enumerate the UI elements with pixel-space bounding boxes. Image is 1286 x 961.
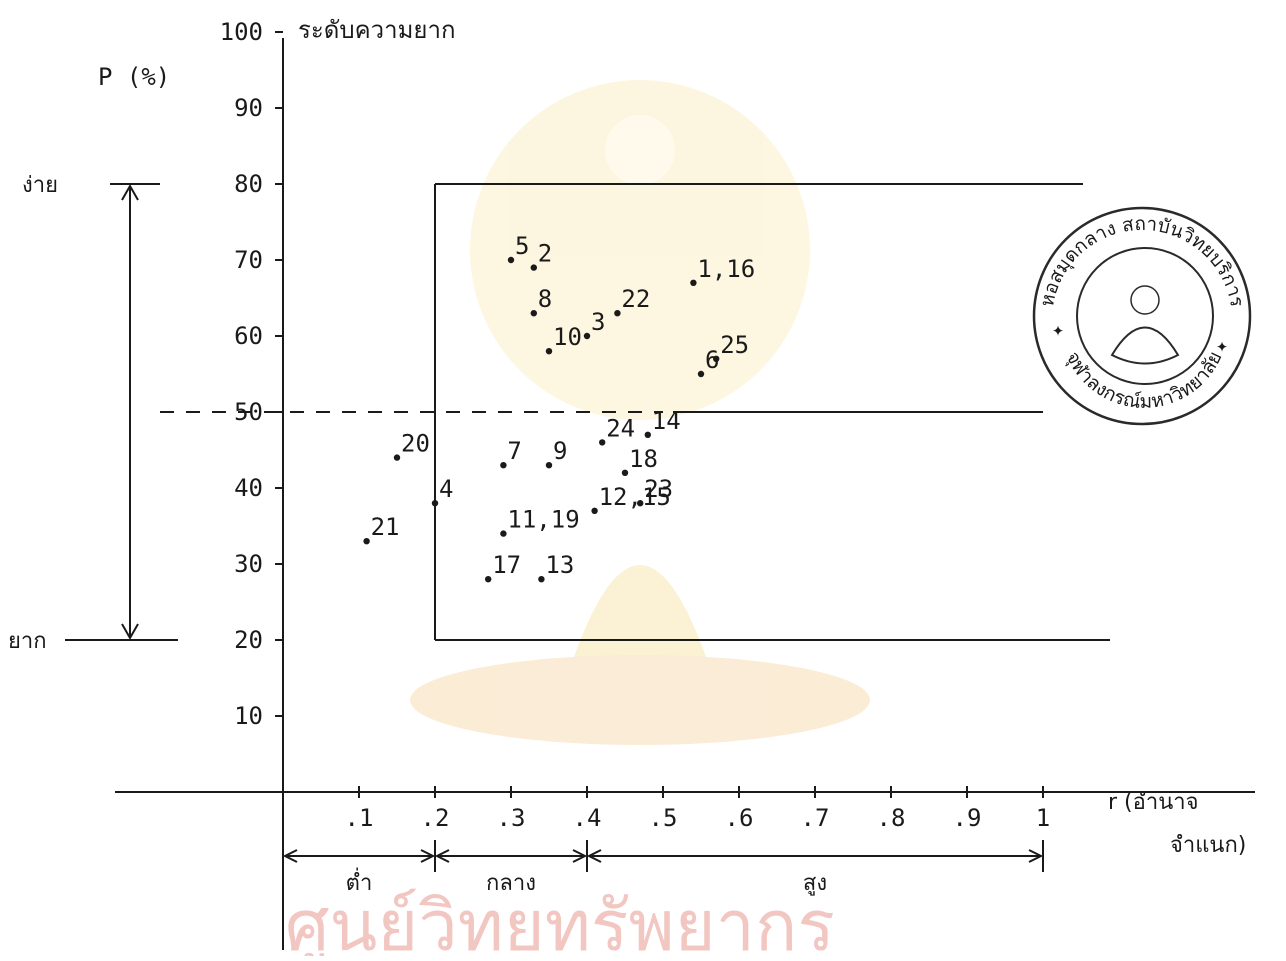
data-point [637,500,644,507]
data-point [485,576,492,583]
data-point-label: 9 [553,437,567,465]
data-point [500,462,507,469]
x-tick-label: .9 [953,804,982,832]
x-range-annotations: ต่ำ กลาง สูง [282,840,1044,896]
data-point-label: 21 [371,513,400,541]
data-point [690,279,697,286]
x-tick-label: 1 [1036,804,1050,832]
x-axis-label-line2: จำแนก) [1170,833,1246,858]
data-point-label: 4 [439,475,453,503]
data-point [621,469,629,476]
data-point-label: 10 [553,323,582,351]
data-point [538,576,545,583]
range-label: กลาง [486,871,536,896]
arrow-left-icon [434,849,450,863]
y-tick-label: 80 [234,170,263,198]
data-point-label: 11,19 [507,506,579,534]
range-label: สูง [803,871,827,896]
data-point-label: 3 [591,308,605,336]
hard-label: ยาก [8,629,47,654]
watermark-text: ศูนย์วิทยทรัพยากร [285,885,835,956]
library-stamp: หอสมุดกลาง สถาบันวิทยบริการ จุฬาลงกรณ์มห… [1032,206,1252,426]
arrow-left-icon [586,849,602,863]
data-point [599,439,606,446]
data-point [591,507,598,514]
arrow-right-icon [1028,849,1044,863]
svg-text:หอสมุดกลาง สถาบันวิทยบริการ: หอสมุดกลาง สถาบันวิทยบริการ [1036,213,1248,309]
watermark-emblem [410,80,870,745]
data-point-label: 6 [705,346,719,374]
x-tick-label: .3 [497,804,526,832]
y-tick-label: 60 [234,322,263,350]
data-point-label: 13 [545,551,574,579]
stamp-star-right-icon: ✦ [1216,333,1228,357]
data-point-label: 7 [507,437,521,465]
x-axis-label-line1: r (อำนาจ [1108,790,1198,815]
easy-label: ง่าย [22,173,58,198]
arrow-left-icon [282,849,298,863]
y-tick-label: 10 [234,702,263,730]
y-tick-label: 30 [234,550,263,578]
data-point-label: 23 [644,475,673,503]
arrow-right-icon [572,849,588,863]
y-tick-label: 40 [234,474,263,502]
x-tick-label: .6 [725,804,754,832]
y-tick-label: 100 [220,18,263,46]
arrow-right-icon [420,849,436,863]
x-tick-label: .5 [649,804,678,832]
data-point [530,264,537,271]
stamp-emblem [1110,326,1180,365]
data-point [697,370,705,378]
data-point-label: 5 [515,232,529,260]
data-points: 1,16234567891011,1912,151314171820212223… [363,232,755,583]
arrow-down-icon [121,623,139,641]
data-point [431,500,439,507]
y-tick-label: 70 [234,246,263,274]
stamp-star-left-icon: ✦ [1052,317,1064,341]
data-point [583,332,591,340]
y-axis-label: P (%) [98,63,170,91]
data-point-label: 20 [401,430,430,458]
x-axis-ticks: .1 .2 .3 .4 .5 .6 .7 .8 .9 1 [345,786,1050,832]
data-point [393,454,401,461]
data-point-label: 8 [538,285,552,313]
data-point-label: 22 [621,285,650,313]
data-point-label: 1,16 [697,255,755,283]
x-tick-label: .2 [421,804,450,832]
data-point [530,310,537,317]
arrow-up-icon [121,183,139,201]
data-point [507,256,515,264]
svg-text:จุฬาลงกรณ์มหาวิทยาลัย: จุฬาลงกรณ์มหาวิทยาลัย [1061,348,1227,413]
data-point-label: 24 [606,414,635,442]
data-point-label: 25 [720,331,749,359]
regions [434,183,1110,641]
x-tick-label: .7 [801,804,830,832]
data-point-label: 2 [538,240,552,268]
data-point [545,348,553,355]
chart-title: ระดับความยาก [298,16,456,44]
x-tick-label: .4 [573,804,602,832]
stamp-text-bottom: จุฬาลงกรณ์มหาวิทยาลัย [1061,348,1227,413]
data-point [614,310,621,317]
x-tick-label: .8 [877,804,906,832]
range-label: ต่ำ [346,867,373,896]
y-tick-label: 90 [234,94,263,122]
data-point [500,530,507,537]
y-tick-label: 20 [234,626,263,654]
data-point-label: 14 [652,407,681,435]
data-point-label: 12,15 [599,483,671,511]
data-point-label: 18 [629,445,658,473]
data-point [363,538,370,545]
data-point-label: 17 [492,551,521,579]
stamp-text-top: หอสมุดกลาง สถาบันวิทยบริการ [1036,213,1248,309]
data-point [644,431,651,438]
data-point [545,462,553,469]
x-tick-label: .1 [345,804,374,832]
data-point [713,355,720,362]
